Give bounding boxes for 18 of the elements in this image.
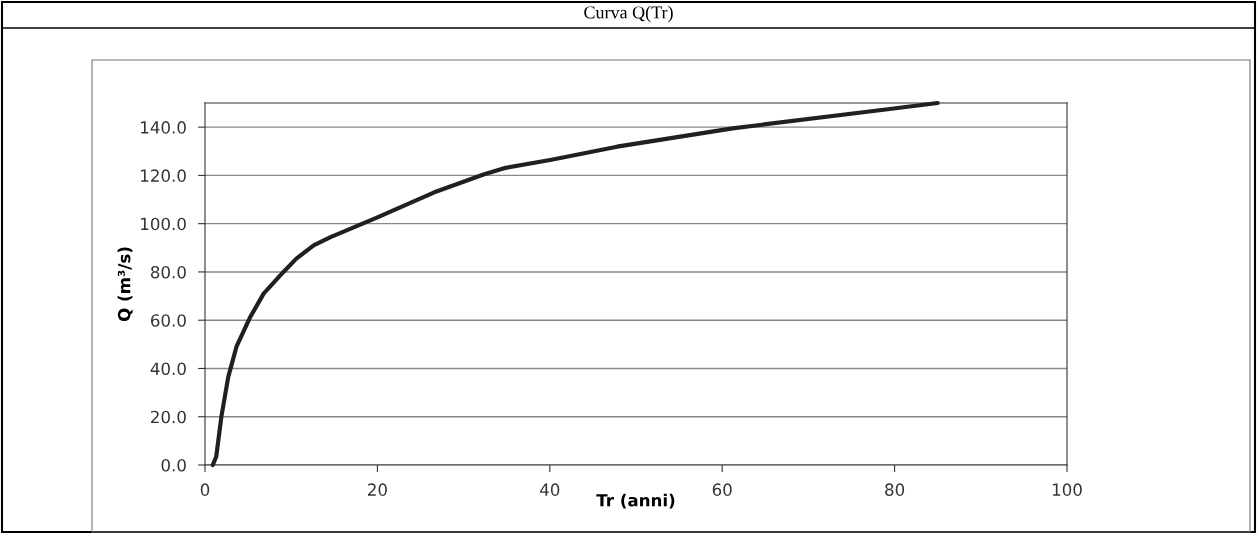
x-tick-label: 80 <box>885 483 905 496</box>
y-tick-label: 80.0 <box>150 265 186 279</box>
y-tick-label: 140.0 <box>141 121 186 134</box>
x-axis-title: Tr (anni) <box>596 493 675 509</box>
y-tick-label: 120.0 <box>141 169 186 182</box>
y-tick-label: 20.0 <box>151 410 186 424</box>
y-tick-label: 100.0 <box>141 217 186 231</box>
y-axis-title: Q (m³/s) <box>117 247 133 322</box>
x-tick-label: 0 <box>200 483 210 496</box>
x-tick-label: 40 <box>540 483 560 496</box>
chart-title: Curva Q(Tr) <box>584 5 673 23</box>
y-tick-label: 0.0 <box>161 458 186 472</box>
x-tick-label: 100 <box>1052 483 1082 496</box>
x-tick-label: 20 <box>368 483 387 496</box>
line-series <box>210 100 940 468</box>
x-tick-label: 60 <box>712 483 732 496</box>
y-tick-label: 40.0 <box>150 362 186 376</box>
y-tick-label: 60.0 <box>151 314 186 327</box>
